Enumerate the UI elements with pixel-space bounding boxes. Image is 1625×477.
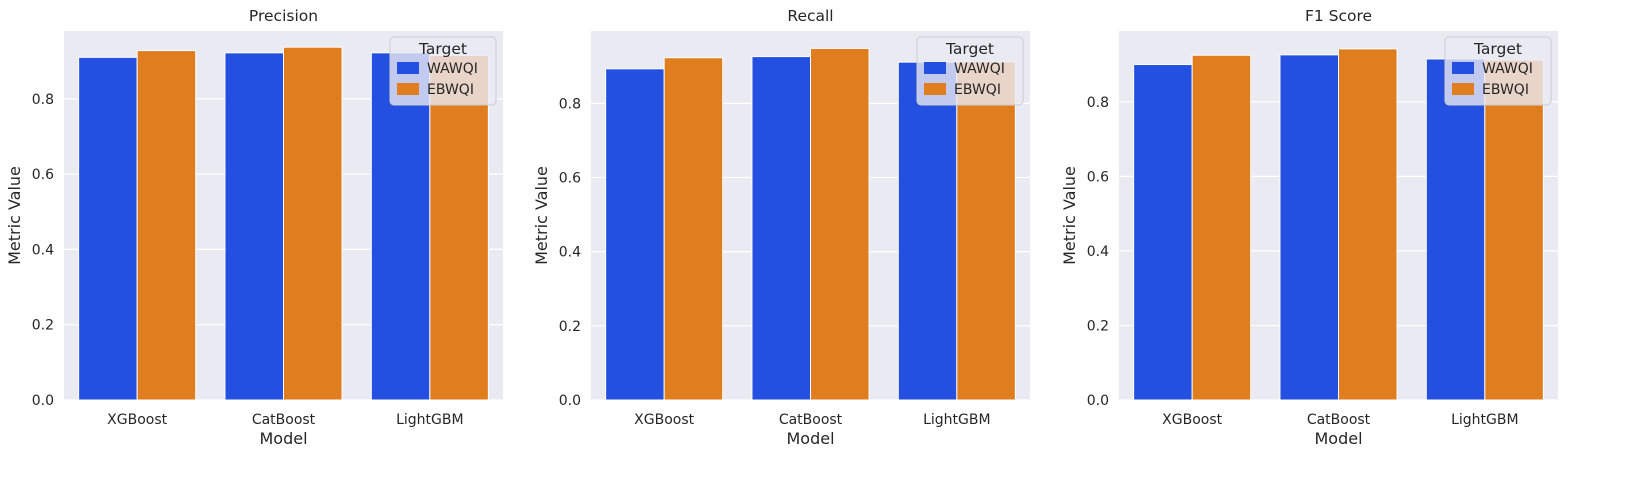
y-tick-label: 0.6: [32, 167, 54, 183]
legend-label-wawqi: WAWQI: [954, 61, 1005, 77]
y-tick-label: 0.0: [1087, 393, 1109, 409]
x-axis-label: Model: [786, 429, 834, 448]
y-tick-label: 0.8: [559, 96, 581, 112]
bar-wawqi-lightgbm: [370, 52, 431, 401]
x-axis-label: Model: [259, 429, 307, 448]
bar-ebwqi-xgboost: [136, 50, 197, 401]
bar-ebwqi-lightgbm: [956, 61, 1016, 401]
chart-title: Recall: [787, 7, 833, 25]
bar-ebwqi-lightgbm: [429, 54, 489, 401]
x-tick-label: LightGBM: [923, 412, 990, 428]
y-tick-label: 0.6: [559, 170, 581, 186]
bar-wawqi-catboost: [224, 52, 284, 401]
bar-wawqi-xgboost: [1133, 64, 1193, 401]
bar-wawqi-catboost: [751, 56, 812, 401]
legend-title: Target: [1473, 40, 1522, 58]
y-tick-label: 0.2: [32, 318, 54, 334]
chart-title: F1 Score: [1305, 7, 1372, 25]
y-tick-label: 0.0: [559, 393, 581, 409]
legend-swatch-ebwqi: [397, 83, 419, 95]
x-tick-label: XGBoost: [634, 412, 694, 428]
legend-swatch-ebwqi: [1452, 83, 1474, 95]
x-tick-label: CatBoost: [779, 412, 843, 428]
y-tick-label: 0.2: [559, 319, 581, 335]
legend-title: Target: [418, 40, 467, 58]
bar-wawqi-xgboost: [605, 68, 665, 401]
bar-ebwqi-xgboost: [1191, 54, 1252, 401]
y-tick-label: 0.0: [32, 393, 54, 409]
x-tick-label: LightGBM: [396, 412, 463, 428]
legend-swatch-ebwqi: [924, 83, 946, 95]
x-tick-label: XGBoost: [107, 412, 167, 428]
legend-label-wawqi: WAWQI: [1482, 61, 1533, 77]
bar-wawqi-lightgbm: [1425, 58, 1486, 401]
x-tick-label: CatBoost: [252, 412, 316, 428]
legend-swatch-wawqi: [924, 62, 946, 74]
legend-label-wawqi: WAWQI: [427, 61, 478, 77]
y-tick-label: 0.2: [1087, 318, 1109, 334]
bar-wawqi-catboost: [1279, 54, 1340, 401]
bar-wawqi-lightgbm: [897, 61, 958, 401]
subplot-2: 0.0 0.2 0.4 0.6 0.8 XGBoost CatBoost LightGBM Mo…: [532, 7, 1030, 448]
y-tick-label: 0.4: [1087, 244, 1109, 260]
x-tick-label: XGBoost: [1162, 412, 1222, 428]
legend-title: Target: [945, 40, 994, 58]
legend: Target WAWQI EBWQI: [916, 36, 1024, 106]
chart-title: Precision: [249, 7, 318, 25]
bar-ebwqi-catboost: [1338, 48, 1398, 401]
legend-swatch-wawqi: [397, 62, 419, 74]
x-axis-label: Model: [1314, 429, 1362, 448]
bar-ebwqi-xgboost: [663, 57, 724, 401]
legend-label-ebwqi: EBWQI: [427, 82, 474, 98]
y-tick-label: 0.4: [32, 242, 54, 258]
bar-ebwqi-catboost: [810, 47, 870, 401]
y-tick-label: 0.6: [1087, 169, 1109, 185]
legend-swatch-wawqi: [1452, 62, 1474, 74]
y-tick-label: 0.8: [1087, 95, 1109, 111]
subplot-3: 0.0 0.2 0.4 0.6 0.8 XGBoost CatBoost LightGBM Mo…: [1060, 7, 1558, 448]
x-tick-label: LightGBM: [1451, 412, 1518, 428]
legend: Target WAWQI EBWQI: [1444, 36, 1552, 106]
bar-ebwqi-lightgbm: [1484, 59, 1544, 401]
y-tick-label: 0.8: [32, 92, 54, 108]
x-tick-label: CatBoost: [1307, 412, 1371, 428]
legend-label-ebwqi: EBWQI: [954, 82, 1001, 98]
legend: Target WAWQI EBWQI: [389, 36, 497, 106]
legend-label-ebwqi: EBWQI: [1482, 82, 1529, 98]
bar-wawqi-xgboost: [78, 56, 138, 401]
bar-ebwqi-catboost: [283, 46, 343, 401]
subplot-1: 0.0 0.2 0.4 0.6 0.8 XGBoost CatBoost LightGBM Mo…: [5, 7, 503, 448]
y-tick-label: 0.4: [559, 245, 581, 261]
y-axis-label: Metric Value: [5, 166, 24, 265]
y-axis-label: Metric Value: [532, 166, 551, 265]
y-axis-label: Metric Value: [1060, 166, 1079, 265]
